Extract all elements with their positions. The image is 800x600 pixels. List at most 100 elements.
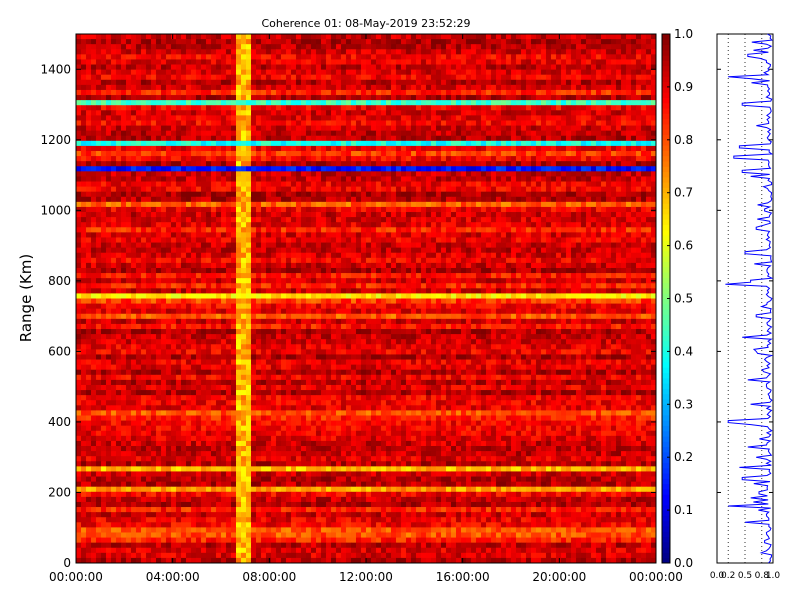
heatmap-cell (316, 156, 322, 162)
heatmap-cell (576, 222, 582, 228)
heatmap-cell (576, 89, 582, 96)
heatmap-cell (106, 186, 112, 193)
heatmap-cell (76, 217, 82, 223)
heatmap-cell (441, 176, 447, 182)
heatmap-cell (231, 176, 237, 182)
heatmap-cell (211, 89, 217, 96)
heatmap-cell (181, 59, 187, 65)
heatmap-cell (186, 69, 192, 76)
heatmap-cell (546, 186, 552, 193)
heatmap-cell (156, 222, 162, 228)
heatmap-cell (311, 237, 317, 243)
heatmap-cell (546, 125, 552, 132)
heatmap-cell (506, 34, 512, 40)
heatmap-cell (141, 120, 147, 126)
heatmap-cell (496, 110, 502, 116)
heatmap-cell (101, 110, 107, 116)
heatmap-cell (411, 49, 417, 55)
heatmap-cell (76, 161, 82, 167)
heatmap-cell (361, 115, 367, 121)
heatmap-cell (266, 191, 272, 198)
heatmap-cell (476, 74, 482, 81)
heatmap-cell (631, 242, 637, 249)
heatmap-cell (546, 222, 552, 228)
heatmap-cell (251, 181, 257, 187)
heatmap-cell (586, 150, 592, 157)
heatmap-cell (91, 34, 97, 40)
heatmap-cell (126, 191, 132, 198)
heatmap-cell (511, 95, 517, 101)
heatmap-cell (101, 74, 107, 81)
heatmap-cell (646, 222, 652, 228)
heatmap-cell (406, 115, 412, 121)
heatmap-cell (536, 135, 542, 142)
heatmap-cell (646, 64, 652, 71)
heatmap-cell (86, 59, 92, 65)
heatmap-cell (626, 247, 632, 254)
heatmap-cell (361, 125, 367, 132)
heatmap-cell (491, 145, 497, 152)
heatmap-cell (81, 100, 87, 106)
heatmap-cell (496, 247, 502, 254)
heatmap-cell (131, 95, 137, 101)
heatmap-cell (176, 232, 182, 238)
heatmap-cell (381, 89, 387, 96)
heatmap-cell (191, 196, 197, 203)
heatmap-cell (396, 145, 402, 152)
heatmap-cell (321, 49, 327, 55)
heatmap-cell (646, 79, 652, 86)
heatmap-cell (256, 49, 262, 55)
heatmap-cell (491, 166, 497, 172)
heatmap-cell (346, 120, 352, 126)
heatmap-cell (221, 69, 227, 76)
heatmap-cell (136, 227, 142, 233)
heatmap-cell (111, 237, 117, 243)
heatmap-cell (96, 206, 102, 213)
heatmap-cell (171, 156, 177, 162)
heatmap-cell (341, 130, 347, 137)
heatmap-cell (106, 181, 112, 187)
heatmap-cell (361, 171, 367, 177)
heatmap-cell (266, 39, 272, 45)
heatmap-cell (641, 227, 647, 233)
heatmap-cell (391, 120, 397, 126)
heatmap-cell (146, 39, 152, 45)
heatmap-cell (481, 212, 487, 218)
heatmap-cell (386, 84, 392, 91)
heatmap-cell (306, 135, 312, 142)
heatmap-cell (401, 100, 407, 106)
heatmap-cell (271, 237, 277, 243)
heatmap-cell (546, 69, 552, 76)
heatmap-cell (456, 95, 462, 101)
heatmap-cell (331, 69, 337, 76)
heatmap-cell (271, 110, 277, 116)
heatmap-cell (476, 49, 482, 55)
heatmap-cell (156, 64, 162, 71)
heatmap-cell (411, 130, 417, 137)
heatmap-cell (306, 150, 312, 157)
heatmap-cell (146, 105, 152, 111)
heatmap-cell (231, 156, 237, 162)
heatmap-cell (451, 130, 457, 137)
heatmap-cell (161, 100, 167, 106)
heatmap-cell (561, 166, 567, 172)
heatmap-cell (236, 145, 242, 152)
heatmap-cell (181, 125, 187, 132)
heatmap-cell (186, 242, 192, 249)
heatmap-cell (91, 110, 97, 116)
heatmap-cell (381, 125, 387, 132)
heatmap-cell (356, 227, 362, 233)
heatmap-cell (426, 156, 432, 162)
heatmap-cell (86, 120, 92, 126)
heatmap-cell (376, 140, 382, 147)
heatmap-cell (246, 110, 252, 116)
heatmap-cell (296, 217, 302, 223)
heatmap-cell (371, 156, 377, 162)
heatmap-cell (201, 130, 207, 137)
heatmap-cell (426, 150, 432, 157)
heatmap-cell (191, 232, 197, 238)
heatmap-cell (571, 34, 577, 40)
heatmap-cell (601, 166, 607, 172)
heatmap-cell (521, 54, 527, 60)
heatmap-cell (351, 100, 357, 106)
